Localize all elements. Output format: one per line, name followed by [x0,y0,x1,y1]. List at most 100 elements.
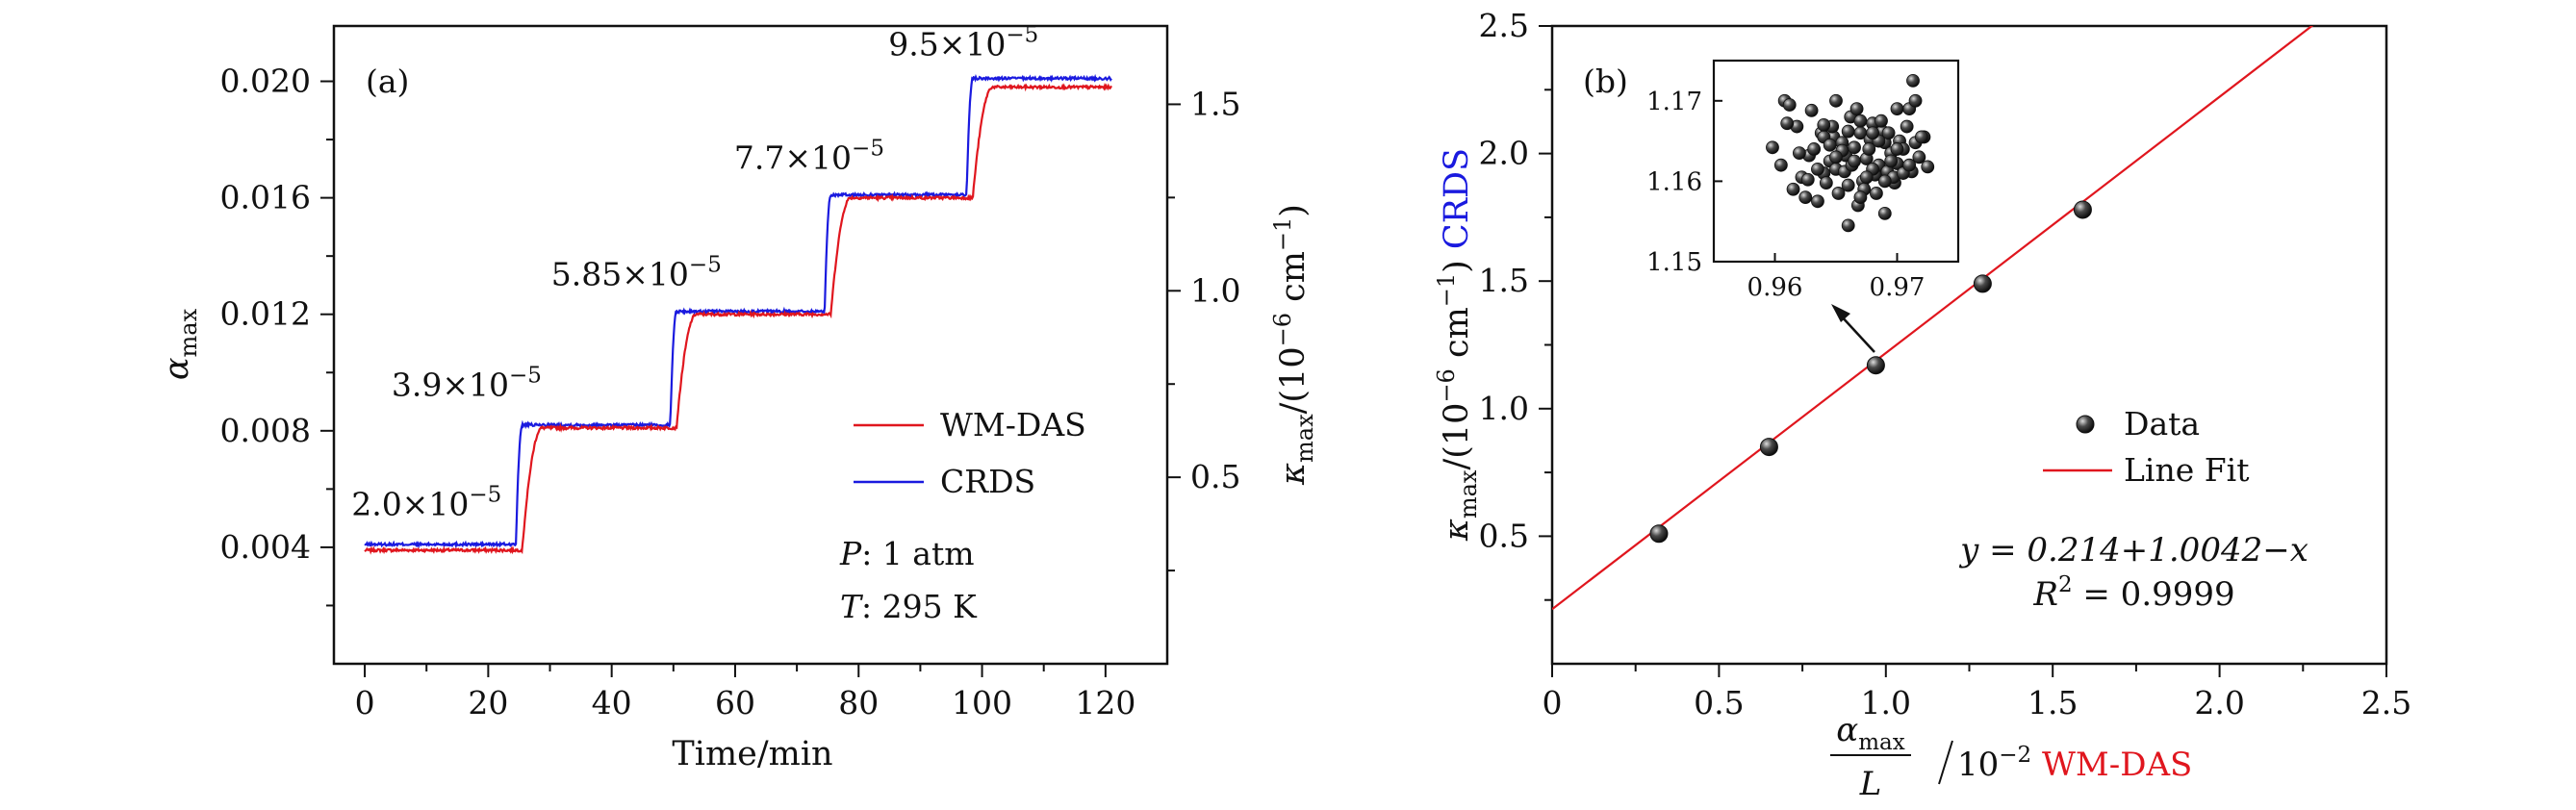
inset-point [1817,117,1831,132]
y-tick-label-left-a: 0.008 [220,412,311,449]
x-label-unit: 10−2 WM-DAS [1957,743,2192,784]
y-label-exp: −6 [1269,313,1296,346]
x-tick-label-a: 100 [952,684,1012,721]
inset-point [1900,119,1914,134]
condition-symbol: P [839,535,862,572]
y-axis-label-right-a: κmax/(10−6 cm−1) [1269,204,1318,486]
legend-label-crds: CRDS [940,463,1035,500]
y-tick-label-b: 2.0 [1479,135,1529,172]
r2-exp: 2 [2058,572,2073,597]
y-label-rest: /(10 [1438,403,1476,470]
inset-point [1793,146,1806,161]
annotation-exponent: −5 [469,483,501,508]
inset-point [1848,154,1861,168]
y-label-method: CRDS [1438,148,1476,260]
inset-point [1811,162,1824,176]
annotation-mantissa: 2.0×10 [351,486,469,523]
x-label-num-base: α [1836,711,1858,749]
inset-point [1853,190,1868,205]
annotation-exponent: −5 [509,363,542,388]
y-axis-label-b: κmax/(10−6 cm−1) CRDS [1433,148,1482,542]
panel-label-a: (a) [366,63,409,100]
legend-label-data: Data [2124,405,2200,443]
inset-point [1819,176,1833,190]
data-point [1649,524,1669,544]
x-tick-label-b: 1.5 [2028,684,2078,721]
y-label-unit-exp: −1 [1433,273,1460,307]
legend-marker-data [2076,415,2095,434]
data-point [1973,274,1992,293]
data-point [1866,356,1885,375]
y-label-rest: /(10 [1274,346,1313,414]
inset-arrow-head [1831,304,1850,322]
y-label-unit: cm [1438,307,1476,368]
y-label-unit: cm [1274,251,1313,313]
inset-point [1877,206,1892,220]
y-tick-label-right-a: 1.0 [1190,271,1240,309]
y-axis-label-left-a: αmax [158,308,202,380]
x-tick-label-a: 20 [468,684,508,721]
step-annotation: 9.5×10−5 [888,22,1038,63]
y-label-sub: max [175,308,202,357]
annotation-exponent: −5 [852,136,884,161]
y-tick-label-b: 2.5 [1479,7,1529,44]
inset-point [1841,178,1855,192]
inset-point [1811,194,1824,209]
r2-rest: = 0.9999 [2073,575,2235,614]
x-label-method: WM-DAS [2031,746,2192,784]
annotation-exponent: −5 [689,252,722,277]
inset-point [1841,218,1855,233]
x-axis-label-a: Time/min [672,735,832,773]
x-label-rest: 10 [1957,746,1999,784]
x-tick-label-a: 80 [838,684,879,721]
x-tick-label-a: 0 [355,684,375,721]
annotation-mantissa: 7.7×10 [734,139,852,176]
inset-point [1848,140,1861,155]
inset-x-tick-label: 0.97 [1870,273,1926,302]
inset-point [1906,74,1920,88]
fit-r-squared: R2 = 0.9999 [2032,572,2234,614]
condition-value: : 295 K [861,588,978,625]
y-label-close: ) [1274,204,1313,217]
plot-frame-a [332,24,1169,666]
inset-point [1780,116,1795,131]
inset-point [1853,114,1868,128]
inset-point [1800,172,1815,187]
y-label-sub: max [1455,469,1482,519]
y-tick-label-right-a: 0.5 [1190,458,1240,495]
fit-equation: y = 0.214+1.0042−x [1958,531,2308,570]
inset-point [1875,114,1888,128]
inset-point [1782,98,1797,112]
fit-line [1552,26,2314,611]
y-tick-label-b: 1.0 [1479,390,1529,427]
legend-label-wm-das: WM-DAS [940,406,1086,443]
x-tick-label-b: 0 [1543,684,1563,721]
y-tick-label-left-a: 0.004 [220,528,311,566]
inset-point [1829,93,1843,108]
x-label-exp: −2 [1999,743,2031,768]
inset-point [1866,126,1879,140]
y-tick-label-left-a: 0.020 [220,63,311,100]
panel-a: 0 20 40 60 80 100 120 0.004 0.008 0.012 0.016 0.020… [158,22,1318,773]
y-tick-label-b: 0.5 [1479,517,1529,554]
inset-point [1912,150,1926,165]
inset-y-tick-label: 1.15 [1646,248,1702,277]
condition-text: P: 1 atm [839,535,975,572]
inset-point [1890,142,1904,156]
x-tick-label-b: 1.0 [1861,684,1911,721]
annotation-mantissa: 9.5×10 [888,25,1006,63]
y-label-base: κ [1438,519,1476,542]
annotation-mantissa: 3.9×10 [392,366,509,403]
x-label-fraction-numerator: αmax [1836,711,1904,755]
inset-point [1908,93,1923,108]
inset-point [1786,182,1800,196]
inset-point [1921,160,1935,174]
inset-point [1807,142,1822,156]
annotation-exponent: −5 [1006,22,1038,47]
y-label-unit-exp: −1 [1269,217,1296,251]
r2-base: R [2032,575,2058,614]
x-tick-label-b: 2.5 [2361,684,2411,721]
data-point [2073,200,2092,219]
y-label-base: α [158,357,196,380]
